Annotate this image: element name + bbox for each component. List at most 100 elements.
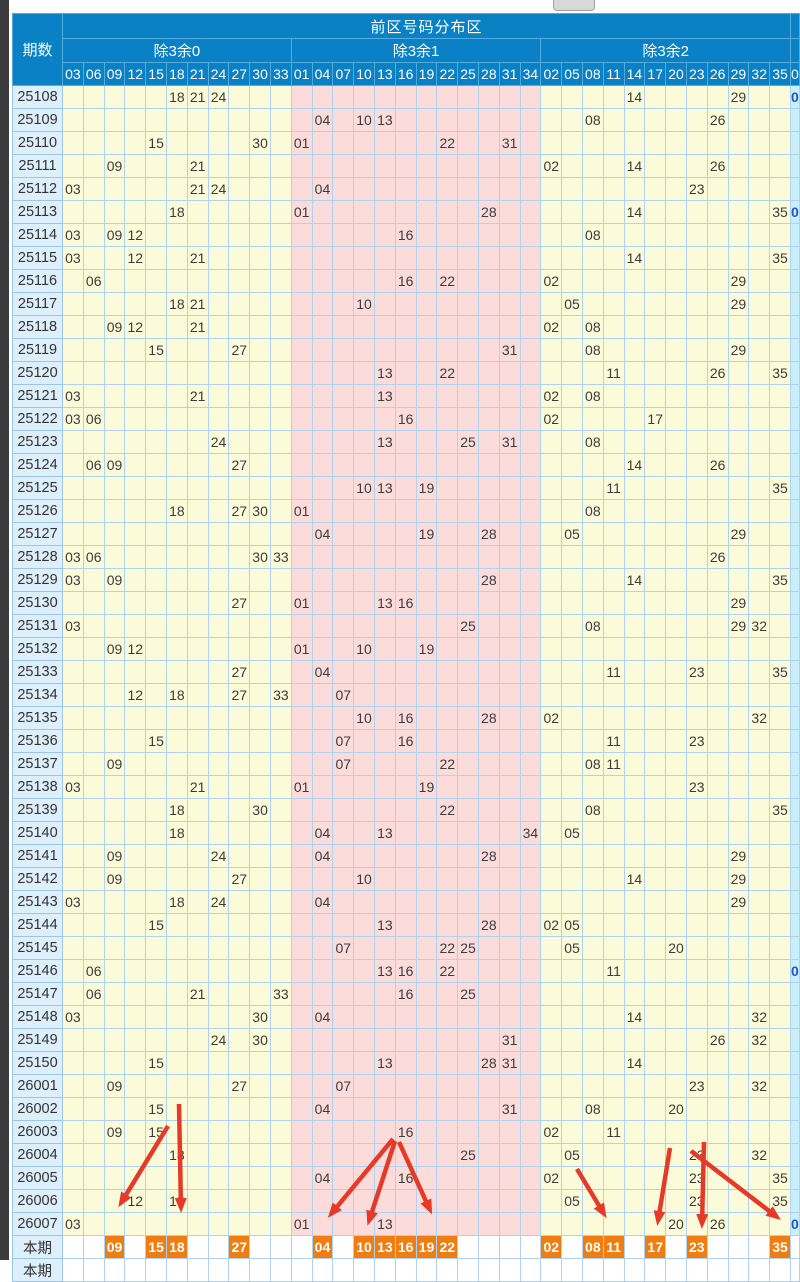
number-cell: [394, 1212, 417, 1236]
number-cell: [602, 315, 625, 339]
hit-cell-18: 18: [165, 292, 188, 316]
number-cell: [706, 476, 729, 500]
number-cell: [748, 591, 771, 615]
number-cell: [644, 177, 667, 201]
number-cell: [249, 1120, 271, 1144]
number-cell: [727, 131, 750, 155]
number-cell: [685, 430, 708, 454]
number-cell: [665, 1143, 687, 1167]
number-cell: [685, 798, 708, 822]
number-cell: [165, 1166, 188, 1190]
number-cell: [103, 591, 126, 615]
number-cell: [540, 614, 563, 638]
number-cell: [644, 614, 667, 638]
number-cell: [353, 223, 375, 247]
number-cell: [290, 729, 313, 753]
number-cell: [581, 660, 604, 684]
current-pick-cell-22: 22: [436, 1235, 459, 1259]
current-empty-cell: [706, 1235, 729, 1259]
number-cell: [457, 729, 479, 753]
column-header-16: 16: [394, 62, 417, 86]
number-cell: [665, 1189, 687, 1213]
number-cell: [581, 890, 604, 914]
next-section-cell: [790, 1097, 800, 1121]
number-cell: [706, 683, 729, 707]
number-cell: [436, 775, 459, 799]
hit-cell-18: 18: [165, 499, 188, 523]
next-section-cell: [790, 752, 800, 776]
number-cell: [706, 499, 729, 523]
number-cell: [457, 775, 479, 799]
hit-cell-08: 08: [581, 338, 604, 362]
number-cell: [561, 729, 583, 753]
number-cell: [165, 706, 188, 730]
number-cell: [581, 545, 604, 569]
scrollbar-thumb[interactable]: [553, 0, 595, 11]
hit-cell-04: 04: [311, 890, 334, 914]
number-cell: [540, 729, 563, 753]
hit-cell-29: 29: [727, 292, 750, 316]
number-cell: [62, 499, 84, 523]
next-section-group-partial: [790, 38, 800, 63]
number-cell: [186, 338, 209, 362]
number-cell: [269, 660, 292, 684]
next-section-cell: [790, 1143, 800, 1167]
number-cell: [665, 614, 687, 638]
number-cell: [602, 1097, 625, 1121]
number-cell: [124, 752, 147, 776]
number-cell: [561, 361, 583, 385]
number-cell: [706, 1143, 729, 1167]
number-cell: [394, 85, 417, 109]
number-cell: [748, 223, 771, 247]
number-cell: [415, 706, 438, 730]
number-cell: [311, 200, 334, 224]
number-cell: [581, 729, 604, 753]
number-cell: [748, 1051, 771, 1075]
hit-cell-12: 12: [124, 683, 147, 707]
hit-cell-27: 27: [228, 683, 251, 707]
number-cell: [82, 177, 105, 201]
number-cell: [82, 614, 105, 638]
number-cell: [415, 361, 438, 385]
number-cell: [228, 568, 251, 592]
number-cell: [706, 706, 729, 730]
column-header-01: 01: [290, 62, 313, 86]
number-cell: [540, 568, 563, 592]
number-cell: [519, 798, 542, 822]
hit-cell-13: 13: [373, 430, 396, 454]
number-cell: [415, 177, 438, 201]
hit-cell-22: 22: [436, 361, 459, 385]
number-cell: [353, 775, 375, 799]
hit-cell-16: 16: [394, 706, 417, 730]
column-header-22: 22: [436, 62, 459, 86]
hit-cell-11: 11: [602, 959, 625, 983]
number-cell: [373, 982, 396, 1006]
number-cell: [457, 131, 479, 155]
current-row-label: 本期: [12, 1235, 63, 1259]
number-cell: [602, 706, 625, 730]
draw-row-25114: 25114 03 09 12 16 08: [12, 223, 800, 247]
number-cell: [145, 1258, 167, 1282]
number-cell: [540, 499, 563, 523]
number-cell: [727, 1143, 750, 1167]
number-cell: [706, 223, 729, 247]
draw-row-26005: 26005 04 16 02 23 35: [12, 1166, 800, 1190]
number-cell: [748, 660, 771, 684]
number-cell: [706, 384, 729, 408]
number-cell: [748, 959, 771, 983]
number-cell: [665, 752, 687, 776]
number-cell: [665, 729, 687, 753]
number-cell: [748, 315, 771, 339]
number-cell: [727, 959, 750, 983]
number-cell: [103, 85, 126, 109]
number-cell: [82, 1097, 105, 1121]
number-cell: [748, 821, 771, 845]
number-cell: [207, 223, 230, 247]
number-cell: [498, 177, 521, 201]
number-cell: [228, 292, 251, 316]
number-cell: [665, 959, 687, 983]
draw-row-25133: 25133 27 04 11 23 35: [12, 660, 800, 684]
next-section-cell: [790, 246, 800, 270]
number-cell: [706, 729, 729, 753]
number-cell: [623, 384, 646, 408]
